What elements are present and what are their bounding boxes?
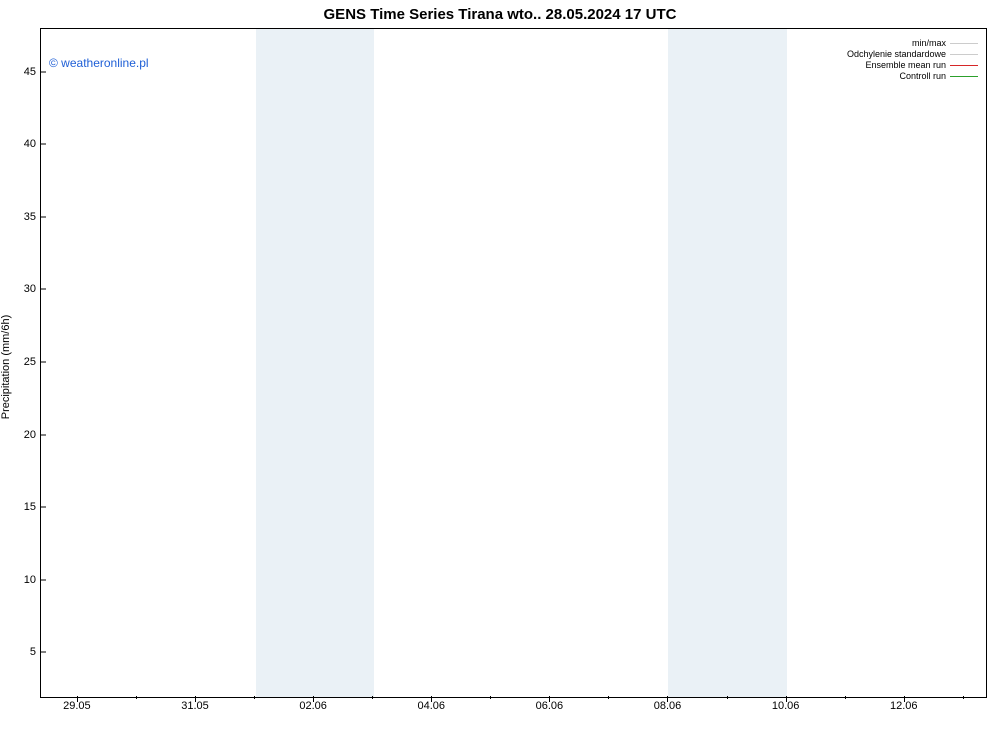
plot-area: © weatheronline.pl [40,28,987,698]
y-tick-mark [40,289,46,290]
y-tick-label: 5 [30,646,36,658]
legend-line-icon [950,43,978,44]
y-tick-label: 25 [24,356,36,368]
y-tick-label: 35 [24,211,36,223]
x-minor-tick-mark [254,696,255,699]
y-tick-mark [40,144,46,145]
y-tick-label: 40 [24,138,36,150]
legend-entry: min/max [847,38,978,49]
legend-label: Ensemble mean run [865,60,946,71]
x-minor-tick-mark [963,696,964,699]
x-tick-mark [667,696,668,702]
y-tick-label: 20 [24,429,36,441]
x-tick-mark [904,696,905,702]
legend-line-icon [950,65,978,66]
x-tick-mark [786,696,787,702]
x-minor-tick-mark [372,696,373,699]
y-tick-mark [40,507,46,508]
weekend-band [256,29,374,697]
x-minor-tick-mark [608,696,609,699]
legend-label: Odchylenie standardowe [847,49,946,60]
y-tick-label: 10 [24,574,36,586]
legend-entry: Odchylenie standardowe [847,49,978,60]
y-tick-label: 15 [24,501,36,513]
y-tick-mark [40,652,46,653]
weekend-band [668,29,786,697]
legend-line-icon [950,76,978,77]
precipitation-chart: GENS Time Series Tirana wto.. 28.05.2024… [0,0,1000,733]
legend-label: min/max [912,38,946,49]
y-axis-label: Precipitation (mm/6h) [0,314,12,419]
x-tick-mark [77,696,78,702]
y-tick-mark [40,216,46,217]
chart-title: GENS Time Series Tirana wto.. 28.05.2024… [0,6,1000,23]
x-tick-mark [431,696,432,702]
x-minor-tick-mark [727,696,728,699]
y-tick-label: 45 [24,66,36,78]
y-tick-mark [40,362,46,363]
y-tick-mark [40,434,46,435]
legend-entry: Ensemble mean run [847,60,978,71]
x-tick-mark [549,696,550,702]
x-tick-mark [195,696,196,702]
y-tick-mark [40,579,46,580]
watermark: © weatheronline.pl [49,56,149,70]
y-tick-label: 30 [24,283,36,295]
legend-label: Controll run [899,71,946,82]
legend-line-icon [950,54,978,55]
x-minor-tick-mark [136,696,137,699]
legend: min/maxOdchylenie standardoweEnsemble me… [847,38,978,82]
x-minor-tick-mark [845,696,846,699]
x-minor-tick-mark [490,696,491,699]
x-tick-mark [313,696,314,702]
y-tick-mark [40,71,46,72]
legend-entry: Controll run [847,71,978,82]
